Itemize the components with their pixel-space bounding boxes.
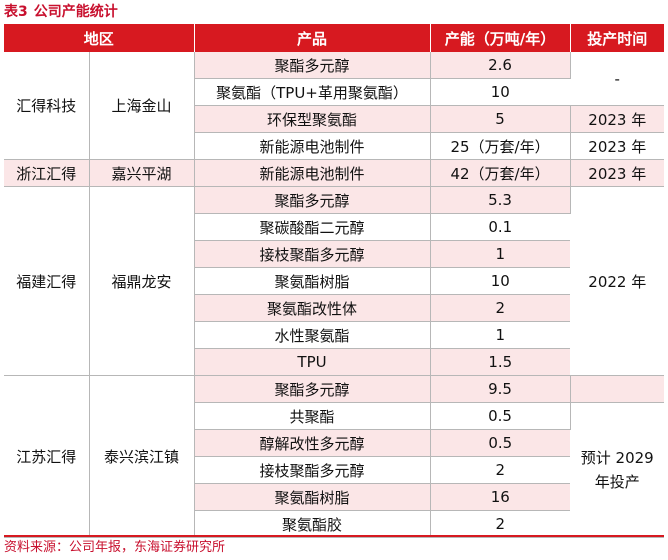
capacity-cell: 0.5 bbox=[430, 402, 571, 430]
company-cell: 汇得科技 bbox=[4, 52, 90, 160]
capacity-cell: 42（万套/年） bbox=[430, 159, 571, 187]
capacity-cell: 10 bbox=[430, 78, 571, 106]
capacity-cell: 1.5 bbox=[430, 348, 571, 376]
company-cell: 浙江汇得 bbox=[4, 159, 90, 187]
capacity-cell: 10 bbox=[430, 267, 571, 295]
capacity-cell: 9.5 bbox=[430, 375, 571, 403]
area-cell: 福鼎龙安 bbox=[89, 186, 195, 376]
table-bottom-rule bbox=[4, 535, 664, 537]
capacity-cell: 2 bbox=[430, 510, 571, 538]
time-cell: 2023 年 bbox=[570, 132, 665, 160]
capacity-cell: 5 bbox=[430, 105, 571, 133]
table-row: 聚氨酯树脂 16 bbox=[4, 483, 664, 511]
capacity-cell: 25（万套/年） bbox=[430, 132, 571, 160]
area-cell: 泰兴滨江镇 bbox=[89, 375, 195, 538]
area-cell: 嘉兴平湖 bbox=[89, 159, 195, 187]
capacity-table: 地区 产品 产能（万吨/年） 投产时间 汇得科技 上海金山 聚酯多元醇 2.6 … bbox=[4, 24, 665, 538]
capacity-cell: 5.3 bbox=[430, 186, 571, 214]
product-cell: 共聚酯 bbox=[194, 402, 431, 430]
capacity-cell: 0.5 bbox=[430, 429, 571, 457]
product-cell: 聚酯多元醇 bbox=[194, 186, 431, 214]
table-row: 聚氨酯树脂 10 bbox=[4, 267, 664, 295]
table-row: 聚氨酯胶 2 bbox=[4, 510, 664, 538]
capacity-cell: 2.6 bbox=[430, 52, 571, 79]
table-row: 浙江汇得 嘉兴平湖 新能源电池制件 42（万套/年） 2023 年 bbox=[4, 159, 665, 187]
product-cell: 醇解改性多元醇 bbox=[194, 429, 431, 457]
product-cell: 新能源电池制件 bbox=[194, 132, 431, 160]
product-cell: 聚氨酯树脂 bbox=[194, 267, 431, 295]
product-cell: 聚氨酯胶 bbox=[194, 510, 431, 538]
product-cell: 新能源电池制件 bbox=[194, 159, 431, 187]
capacity-cell: 2 bbox=[430, 294, 571, 322]
table-row: 共聚酯 0.5 预计 2029 年投产 bbox=[4, 402, 665, 538]
time-cell: 2022 年 bbox=[570, 186, 665, 376]
table-row: 福建汇得 福鼎龙安 聚酯多元醇 5.3 2022 年 bbox=[4, 186, 665, 376]
capacity-cell: 16 bbox=[430, 483, 571, 511]
table-row: TPU 1.5 bbox=[4, 348, 664, 376]
table-row: 新能源电池制件 25（万套/年） 2023 年 bbox=[4, 132, 665, 160]
product-cell: 聚氨酯树脂 bbox=[194, 483, 431, 511]
source-note: 资料来源：公司年报，东海证券研究所 bbox=[4, 540, 226, 555]
product-cell: 接枝聚酯多元醇 bbox=[194, 456, 431, 484]
header-region: 地区 bbox=[4, 24, 195, 52]
capacity-cell: 0.1 bbox=[430, 213, 571, 241]
table-row: 聚碳酸酯二元醇 0.1 bbox=[4, 213, 664, 241]
product-cell: TPU bbox=[194, 348, 431, 376]
product-cell: 环保型聚氨酯 bbox=[194, 105, 431, 133]
time-cell: - bbox=[570, 52, 665, 106]
table-row: 环保型聚氨酯 5 2023 年 bbox=[4, 105, 665, 133]
company-cell: 江苏汇得 bbox=[4, 375, 90, 538]
header-time: 投产时间 bbox=[570, 24, 665, 52]
time-cell: 2023 年 bbox=[570, 105, 665, 133]
time-cell: 预计 2029 年投产 bbox=[570, 402, 665, 538]
header-row: 地区 产品 产能（万吨/年） 投产时间 bbox=[4, 24, 665, 52]
table-row: 接枝聚酯多元醇 1 bbox=[4, 240, 664, 268]
product-cell: 聚酯多元醇 bbox=[194, 52, 431, 79]
product-cell: 聚氨酯（TPU+革用聚氨酯） bbox=[194, 78, 431, 106]
product-cell: 聚氨酯改性体 bbox=[194, 294, 431, 322]
table-row: 聚氨酯改性体 2 bbox=[4, 294, 664, 322]
table-caption: 表3 公司产能统计 bbox=[4, 2, 118, 22]
header-capacity: 产能（万吨/年） bbox=[430, 24, 571, 52]
table-number: 表3 bbox=[4, 4, 28, 20]
capacity-cell: 1 bbox=[430, 240, 571, 268]
product-cell: 水性聚氨酯 bbox=[194, 321, 431, 349]
table-row: 聚氨酯（TPU+革用聚氨酯） 10 bbox=[4, 78, 664, 106]
table-row: 水性聚氨酯 1 bbox=[4, 321, 664, 349]
company-cell: 福建汇得 bbox=[4, 186, 90, 376]
time-spacer-cell bbox=[570, 375, 665, 403]
time-cell: 2023 年 bbox=[570, 159, 665, 187]
capacity-cell: 2 bbox=[430, 456, 571, 484]
product-cell: 接枝聚酯多元醇 bbox=[194, 240, 431, 268]
table-row: 江苏汇得 泰兴滨江镇 聚酯多元醇 9.5 bbox=[4, 375, 665, 538]
capacity-cell: 1 bbox=[430, 321, 571, 349]
product-cell: 聚酯多元醇 bbox=[194, 375, 431, 403]
product-cell: 聚碳酸酯二元醇 bbox=[194, 213, 431, 241]
table-row: 醇解改性多元醇 0.5 bbox=[4, 429, 664, 457]
header-product: 产品 bbox=[194, 24, 431, 52]
area-cell: 上海金山 bbox=[89, 52, 195, 160]
table-row: 接枝聚酯多元醇 2 bbox=[4, 456, 664, 484]
table-row: 汇得科技 上海金山 聚酯多元醇 2.6 - bbox=[4, 52, 665, 160]
table-title: 公司产能统计 bbox=[33, 4, 118, 20]
